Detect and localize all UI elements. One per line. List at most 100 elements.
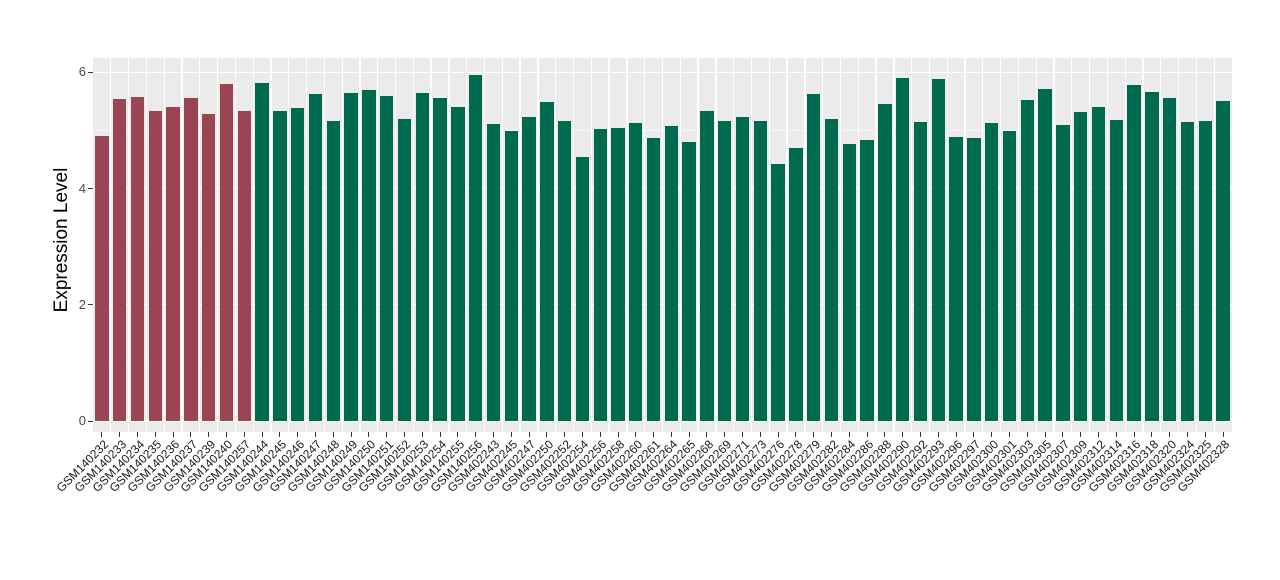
bar (451, 106, 465, 421)
bar (611, 128, 625, 421)
x-tick-mark (937, 432, 939, 437)
bar (878, 104, 892, 421)
gridline-x (982, 58, 984, 432)
y-axis-title: Expression Level (51, 167, 72, 313)
x-tick-mark (991, 432, 993, 437)
gridline-x (519, 58, 521, 432)
x-tick-mark (635, 432, 637, 437)
gridline-x (199, 58, 201, 432)
gridline-x (323, 58, 325, 432)
gridline-x (1017, 58, 1020, 432)
gridline-x (1213, 58, 1215, 432)
bar (308, 93, 323, 421)
gridline-x (626, 58, 628, 432)
x-tick-mark (243, 432, 245, 437)
gridline-x (839, 58, 842, 432)
x-tick-mark (902, 432, 904, 437)
x-tick-mark (1133, 432, 1135, 437)
gridline-x (394, 58, 397, 432)
bar (237, 111, 251, 421)
bar (771, 163, 785, 421)
x-tick-mark (297, 432, 299, 437)
bar (1127, 84, 1141, 421)
bar (273, 110, 287, 421)
bar (860, 140, 874, 421)
gridline-x (181, 58, 183, 432)
gridline-x (305, 58, 308, 432)
gridline-x (430, 58, 432, 432)
x-tick-mark (314, 432, 316, 437)
gridline-x (163, 58, 165, 432)
bar (522, 116, 536, 421)
bar (1109, 120, 1123, 421)
x-tick-mark (564, 432, 566, 437)
y-tick-label: 4 (78, 180, 86, 196)
x-tick-mark (190, 432, 192, 437)
x-tick-mark (528, 432, 530, 437)
x-tick-mark (1062, 432, 1064, 437)
bar (967, 138, 981, 421)
gridline-x (608, 58, 610, 432)
bar (646, 138, 661, 421)
x-tick-mark (724, 432, 726, 437)
gridline-x (875, 58, 877, 432)
gridline-x (697, 58, 699, 432)
bar (219, 84, 234, 421)
bar (735, 116, 750, 421)
bar (1091, 106, 1106, 421)
x-tick-mark (795, 432, 797, 437)
x-tick-mark (439, 432, 441, 437)
bar (593, 129, 607, 421)
gridline-x (234, 58, 237, 432)
gridline-x (1071, 58, 1073, 432)
gridline-x (145, 58, 148, 432)
bar (504, 130, 518, 421)
x-tick-mark (119, 432, 121, 437)
plot-panel (93, 58, 1232, 432)
bar (112, 99, 127, 421)
x-tick-mark (1115, 432, 1117, 437)
x-tick-mark (208, 432, 210, 437)
x-tick-mark (457, 432, 459, 437)
bar (1180, 121, 1195, 421)
gridline-x (893, 58, 895, 432)
gridline-x (1106, 58, 1109, 432)
x-tick-mark (973, 432, 975, 437)
y-tick-mark (88, 420, 93, 422)
bar (575, 156, 590, 421)
x-tick-mark (350, 432, 352, 437)
bar (629, 122, 643, 421)
x-tick-mark (475, 432, 477, 437)
x-tick-mark (136, 432, 138, 437)
y-tick-label: 6 (78, 64, 86, 80)
gridline-x (1177, 58, 1180, 432)
bar (166, 107, 180, 421)
x-tick-mark (421, 432, 423, 437)
x-tick-mark (386, 432, 388, 437)
x-tick-mark (546, 432, 548, 437)
x-tick-mark (831, 432, 833, 437)
bar (789, 147, 803, 421)
gridline-x (679, 58, 681, 432)
x-tick-mark (154, 432, 156, 437)
x-tick-mark (581, 432, 583, 437)
bar (1163, 97, 1177, 421)
gridline-x (786, 58, 788, 432)
gridline-x (857, 58, 859, 432)
x-tick-mark (510, 432, 512, 437)
bar (557, 121, 572, 421)
gridline-x (110, 58, 112, 432)
gridline-x (555, 58, 557, 432)
gridline-x (768, 58, 770, 432)
gridline-x (288, 58, 290, 432)
bar (184, 97, 198, 421)
bar (949, 136, 963, 421)
x-tick-mark (742, 432, 744, 437)
bar (95, 136, 109, 421)
bar (931, 78, 946, 421)
gridline-x (252, 58, 254, 432)
x-tick-mark (279, 432, 281, 437)
x-tick-mark (848, 432, 850, 437)
bar (486, 124, 501, 421)
gridline-x (822, 58, 824, 432)
